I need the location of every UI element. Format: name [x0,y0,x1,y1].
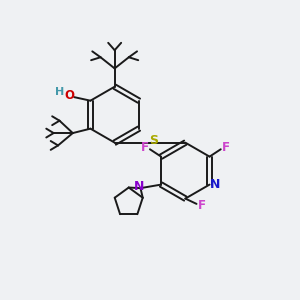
Text: N: N [210,178,220,191]
Text: H: H [55,87,64,98]
Text: N: N [134,180,144,193]
Text: O: O [64,89,74,103]
Text: F: F [222,141,230,154]
Text: F: F [141,141,148,154]
Text: S: S [149,134,158,147]
Text: F: F [198,200,206,212]
